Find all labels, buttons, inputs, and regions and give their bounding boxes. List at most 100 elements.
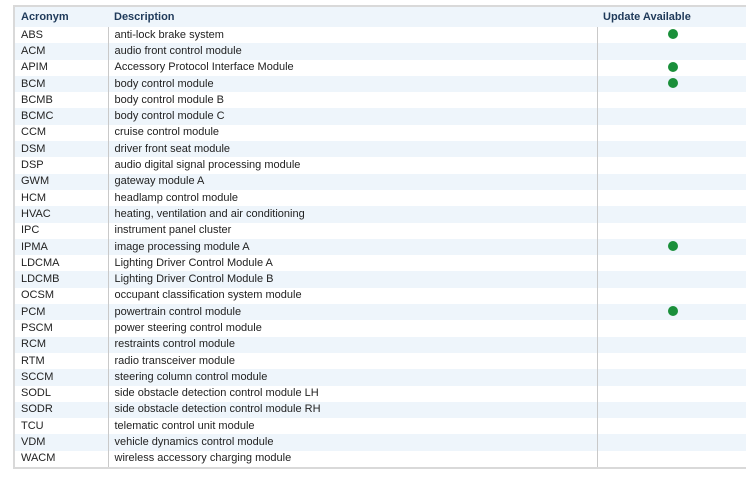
description-cell: anti-lock brake system — [107, 27, 597, 44]
description-cell: telematic control unit module — [107, 418, 597, 435]
module-table: Acronym Description Update Available ABS… — [15, 7, 746, 468]
column-header-update-available[interactable]: Update Available — [597, 7, 746, 27]
description-cell: side obstacle detection control module L… — [107, 385, 597, 402]
update-available-cell — [596, 157, 746, 174]
update-available-dot-icon — [667, 306, 678, 317]
acronym-cell: DSP — [21, 159, 44, 172]
update-available-cell — [596, 173, 746, 190]
update-available-cell — [596, 124, 746, 142]
table-row[interactable]: WACM wireless accessory charging module — [15, 450, 746, 468]
acronym-cell: TCU — [21, 419, 44, 432]
description-cell: Accessory Protocol Interface Module — [107, 59, 597, 76]
description-cell: body control module C — [107, 108, 597, 125]
update-available-cell — [596, 401, 746, 419]
description-cell: body control module — [107, 75, 597, 93]
acronym-cell: BCM — [15, 75, 108, 93]
table-row[interactable]: SODR side obstacle detection control modu… — [15, 401, 746, 419]
acronym-cell: LDCMA — [21, 256, 60, 269]
acronym-cell: ABS — [21, 28, 44, 41]
acronym-cell: SODL — [21, 387, 51, 400]
table-row[interactable]: VDM vehicle dynamics control module — [15, 434, 746, 451]
update-available-cell — [596, 418, 746, 435]
table-row[interactable]: IPMA image processing module A — [15, 238, 746, 256]
table-row[interactable]: TCU telematic control unit module — [15, 418, 746, 435]
acronym-cell: RTM — [21, 354, 45, 367]
table-row[interactable]: ABS anti-lock brake system — [15, 27, 746, 44]
table-row[interactable]: IPC instrument panel cluster — [15, 222, 746, 239]
description-cell: steering column control module — [107, 369, 597, 386]
table-row[interactable]: GWM gateway module A — [15, 173, 746, 190]
update-available-dot-icon — [667, 29, 678, 39]
update-available-cell — [596, 304, 746, 321]
table-row[interactable]: PSCM power steering control module — [15, 320, 746, 337]
update-available-cell — [596, 450, 746, 468]
table-row[interactable]: OCSM occupant classification system modul… — [15, 287, 746, 305]
table-row[interactable]: APIM Accessory Protocol Interface Module — [15, 59, 746, 76]
update-available-cell — [596, 59, 746, 76]
description-cell: image processing module A — [107, 238, 597, 256]
update-available-dot-icon — [667, 77, 678, 88]
table-row[interactable]: ACM audio front control module — [15, 43, 746, 60]
column-header-description[interactable]: Description — [108, 7, 597, 27]
update-available-cell — [596, 320, 746, 337]
description-cell: audio front control module — [107, 43, 597, 60]
table-row[interactable]: LDCMA Lighting Driver Control Module A — [15, 255, 746, 272]
update-available-cell — [596, 92, 746, 109]
description-cell: gateway module A — [107, 173, 597, 190]
update-available-cell — [596, 222, 746, 239]
table-row[interactable]: BCMC body control module C — [15, 108, 746, 125]
table-row[interactable]: CCM cruise control module — [15, 124, 746, 142]
update-available-cell — [596, 385, 746, 402]
acronym-cell: SODR — [15, 401, 108, 419]
acronym-cell: LDCMB — [15, 271, 108, 288]
acronym-cell: ACM — [15, 43, 108, 60]
acronym-cell: DSM — [15, 141, 108, 158]
table-row[interactable]: SCCM steering column control module — [15, 369, 746, 386]
update-available-cell — [596, 43, 746, 60]
acronym-cell: GWM — [15, 173, 108, 190]
update-available-cell — [596, 108, 746, 125]
table-row[interactable]: DSP audio digital signal processing modul… — [15, 157, 746, 174]
acronym-cell: IPMA — [15, 238, 108, 256]
update-available-cell — [596, 352, 746, 370]
description-cell: wireless accessory charging module — [107, 450, 597, 468]
acronym-cell: BCMC — [15, 108, 108, 125]
description-cell: headlamp control module — [107, 189, 597, 207]
table-row[interactable]: LDCMB Lighting Driver Control Module B — [15, 271, 746, 288]
column-header-acronym[interactable]: Acronym — [15, 7, 108, 27]
table-row[interactable]: SODL side obstacle detection control modu… — [15, 385, 746, 402]
description-cell: instrument panel cluster — [107, 222, 597, 239]
acronym-cell: CCM — [21, 126, 47, 139]
table-row[interactable]: HCM headlamp control module — [15, 189, 746, 207]
table-row[interactable]: BCMB body control module B — [15, 92, 746, 109]
update-available-cell — [596, 271, 746, 288]
table-row[interactable]: BCM body control module — [15, 75, 746, 93]
update-available-cell — [596, 255, 746, 272]
description-cell: cruise control module — [107, 124, 597, 142]
update-available-cell — [596, 189, 746, 207]
table-row[interactable]: RCM restraints control module — [15, 336, 746, 353]
acronym-cell: WACM — [21, 452, 56, 465]
table-row[interactable]: RTM radio transceiver module — [15, 352, 746, 370]
update-available-dot-icon — [667, 240, 678, 251]
description-cell: powertrain control module — [107, 304, 597, 321]
acronym-cell: APIM — [21, 61, 48, 74]
update-available-cell — [596, 206, 746, 223]
description-cell: restraints control module — [107, 336, 597, 353]
acronym-cell: PSCM — [21, 321, 53, 334]
module-table-panel: Acronym Description Update Available ABS… — [13, 5, 746, 469]
table-row[interactable]: DSM driver front seat module — [15, 141, 746, 158]
description-cell: radio transceiver module — [107, 352, 597, 370]
table-row[interactable]: HVAC heating, ventilation and air conditi… — [15, 206, 746, 223]
table-row[interactable]: PCM powertrain control module — [15, 304, 746, 321]
description-cell: audio digital signal processing module — [107, 157, 597, 174]
description-cell: heating, ventilation and air conditionin… — [107, 206, 597, 223]
acronym-cell: OCSM — [21, 289, 54, 302]
update-available-cell — [596, 336, 746, 353]
acronym-cell: HCM — [21, 191, 47, 204]
description-cell: power steering control module — [107, 320, 597, 337]
acronym-cell: IPC — [21, 224, 40, 237]
update-available-cell — [596, 238, 746, 256]
update-available-cell — [596, 434, 746, 451]
description-cell: vehicle dynamics control module — [107, 434, 597, 451]
